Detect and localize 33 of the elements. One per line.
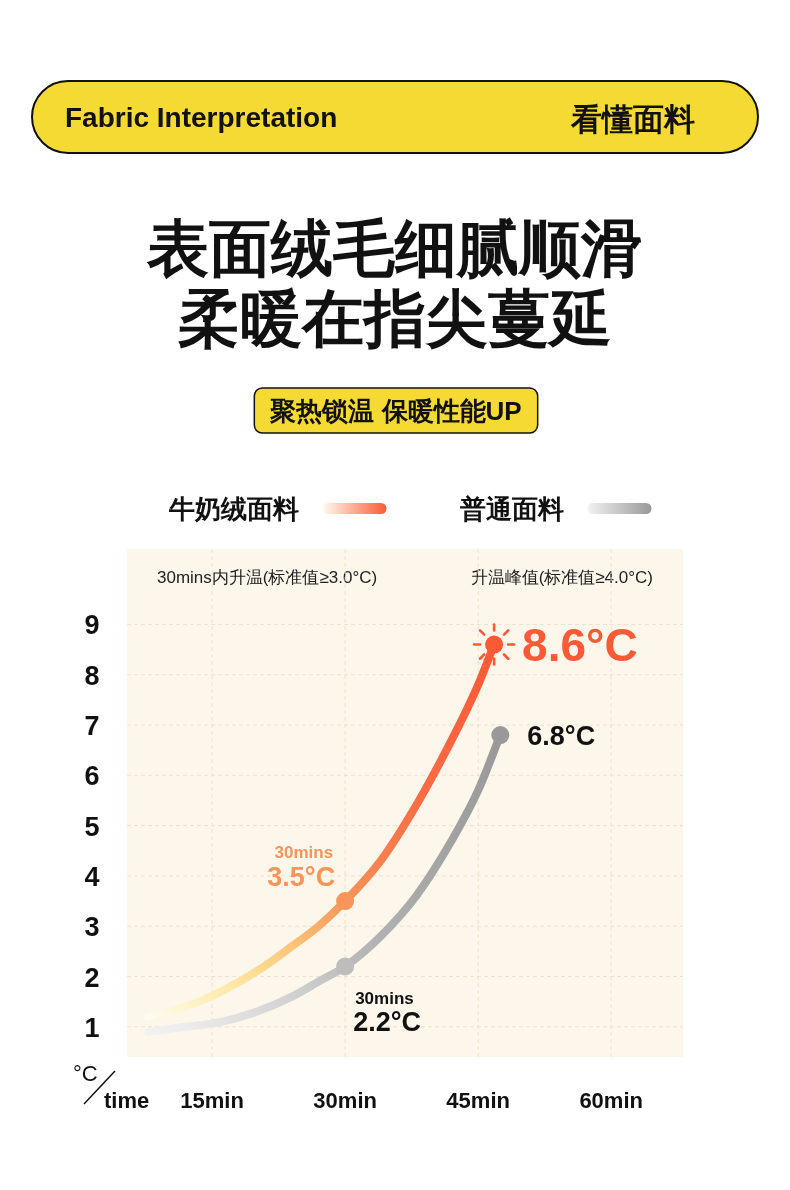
chart-subtitle: 聚热锁温 保暖性能UP <box>269 396 522 426</box>
y-tick-label: 2 <box>84 962 100 993</box>
y-tick-label: 1 <box>84 1012 100 1043</box>
annotation: 30mins内升温(标准值≥3.0°C) <box>157 568 378 587</box>
legend-label: 普通面料 <box>458 494 564 524</box>
y-tick-label: 4 <box>84 861 100 892</box>
annotation: 升温峰值(标准值≥4.0°C) <box>470 568 653 587</box>
point <box>336 892 355 911</box>
text: Fabric Interpretation <box>65 102 338 133</box>
chart-title: 表面绒毛细腻顺滑柔暖在指尖蔓延 <box>146 214 643 353</box>
y-axis-title: °C <box>73 1061 98 1086</box>
x-tick-label: 30min <box>313 1088 377 1113</box>
y-tick-label: 9 <box>84 610 100 641</box>
point <box>491 726 510 745</box>
text: 看懂面料 <box>570 102 695 137</box>
x-axis-title: time <box>104 1088 150 1113</box>
y-tick-label: 6 <box>84 761 100 792</box>
legend-label: 牛奶绒面料 <box>167 494 299 524</box>
data-label: 6.8°C <box>527 720 596 751</box>
y-tick-label: 7 <box>84 711 100 742</box>
x-tick-label: 45min <box>446 1088 510 1113</box>
y-tick-label: 3 <box>84 912 100 943</box>
data-label: 8.6°C <box>522 619 638 672</box>
annotation: 30mins <box>274 843 334 863</box>
data-label: 2.2°C <box>353 1007 421 1038</box>
annotation: 30mins <box>355 989 414 1009</box>
point <box>336 957 355 976</box>
y-tick-label: 8 <box>84 660 100 691</box>
x-tick-label: 60min <box>579 1088 643 1113</box>
y-tick-label: 5 <box>84 811 100 842</box>
x-tick-label: 15min <box>180 1088 244 1113</box>
point <box>485 635 504 654</box>
data-label: 3.5°C <box>267 862 336 893</box>
